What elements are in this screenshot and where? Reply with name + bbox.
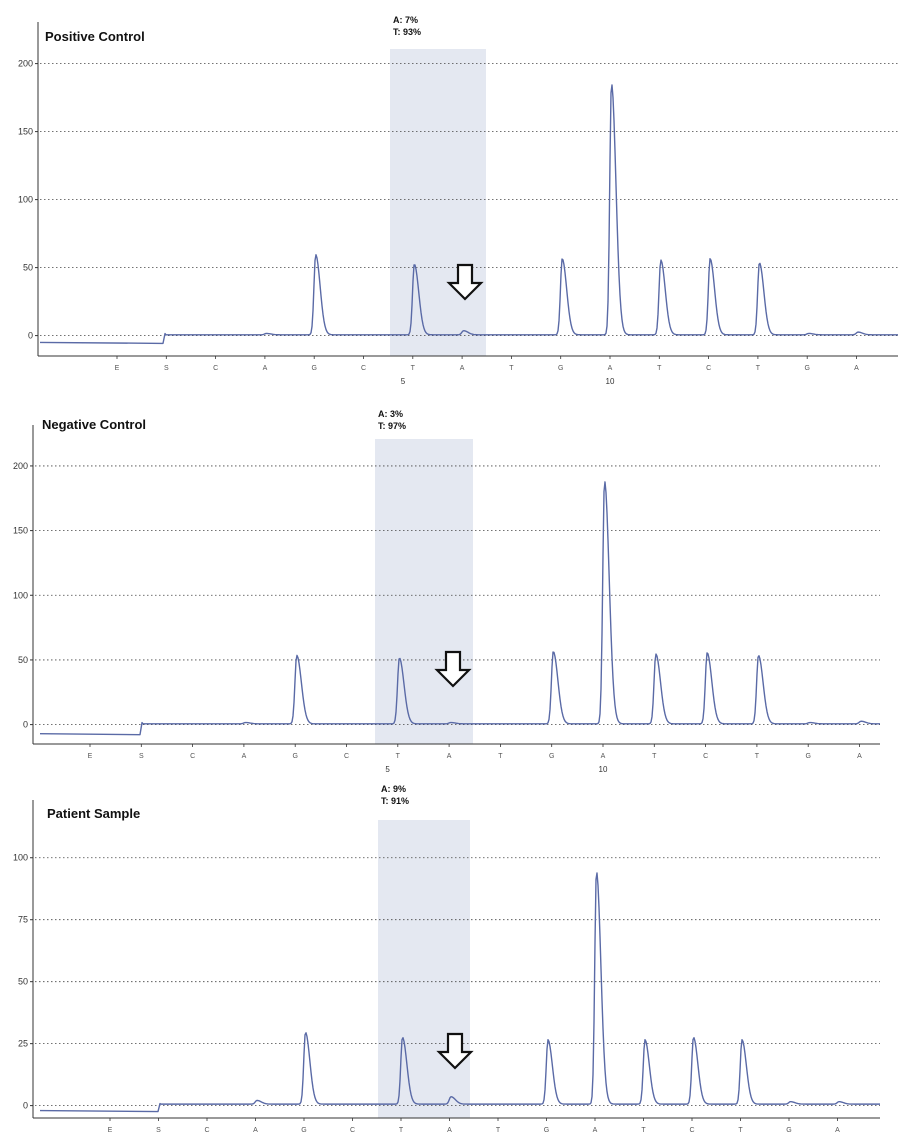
allele-percentage-label: A: 7% [393, 15, 418, 25]
dispensation-label: G [805, 753, 810, 760]
panel-title: Negative Control [42, 417, 146, 432]
dispensation-label: C [204, 1127, 209, 1134]
dispensation-label: A [263, 365, 268, 372]
dispensation-label: A [447, 753, 452, 760]
dispensation-label: T [496, 1127, 501, 1134]
dispensation-label: A [857, 753, 862, 760]
dispensation-label: C [350, 1127, 355, 1134]
position-label: 10 [606, 377, 615, 386]
dispensation-label: C [361, 365, 366, 372]
position-label: 10 [599, 765, 608, 774]
allele-percentage-label: T: 97% [378, 421, 406, 431]
y-tick-label: 50 [18, 655, 28, 665]
dispensation-label: T [738, 1127, 743, 1134]
dispensation-label: G [804, 365, 809, 372]
dispensation-label: S [156, 1127, 161, 1134]
highlight-region [375, 439, 473, 744]
dispensation-label: G [292, 753, 297, 760]
arrow-down-icon [434, 650, 472, 688]
y-tick-label: 0 [28, 331, 33, 341]
dispensation-label: T [411, 365, 416, 372]
dispensation-label: E [88, 753, 93, 760]
dispensation-label: E [115, 365, 120, 372]
y-tick-label: 0 [23, 720, 28, 730]
pyrogram-trace [39, 481, 880, 736]
y-tick-label: 100 [13, 853, 28, 863]
dispensation-label: G [786, 1127, 791, 1134]
y-tick-label: 0 [23, 1101, 28, 1111]
dispensation-label: G [311, 365, 316, 372]
dispensation-label: C [706, 365, 711, 372]
arrow-down-icon [446, 263, 484, 301]
y-tick-label: 150 [18, 127, 33, 137]
dispensation-label: T [396, 753, 401, 760]
dispensation-label: T [657, 365, 662, 372]
dispensation-label: C [344, 753, 349, 760]
dispensation-label: T [509, 365, 514, 372]
dispensation-label: A [854, 365, 859, 372]
dispensation-label: A [593, 1127, 598, 1134]
y-tick-label: 25 [18, 1039, 28, 1049]
y-tick-label: 150 [13, 526, 28, 536]
panel-title: Patient Sample [47, 806, 140, 821]
highlight-region [378, 820, 470, 1118]
negative-control-panel: 0 50 100 150 200 E S C A G C T A T G A T C T G A 5 10 Negative … [13, 409, 880, 774]
dispensation-label: G [301, 1127, 306, 1134]
dispensation-label: G [544, 1127, 549, 1134]
dispensation-label: A [835, 1127, 840, 1134]
y-tick-label: 200 [18, 59, 33, 69]
pyrogram-trace [39, 872, 880, 1113]
allele-percentage-label: A: 9% [381, 784, 406, 794]
patient-sample-panel: 0255075100ESCAGCTATGATCTGA510Patient Sam… [13, 784, 880, 1134]
position-label: 5 [385, 765, 390, 774]
y-tick-label: 50 [23, 263, 33, 273]
dispensation-label: T [755, 753, 760, 760]
dispensation-label: A [608, 365, 613, 372]
dispensation-label: E [108, 1127, 113, 1134]
dispensation-label: C [213, 365, 218, 372]
dispensation-label: A [601, 753, 606, 760]
dispensation-label: S [164, 365, 169, 372]
dispensation-label: C [703, 753, 708, 760]
dispensation-label: T [756, 365, 761, 372]
dispensation-label: C [689, 1127, 694, 1134]
panel-title: Positive Control [45, 29, 145, 44]
pyrogram-trace [39, 84, 898, 345]
dispensation-label: C [190, 753, 195, 760]
dispensation-label: G [558, 365, 563, 372]
arrow-down-icon [436, 1032, 474, 1070]
positive-control-panel: 0 50 100 150 200 E S C A G C T A T G A T C T G A 5 10 Positive … [18, 15, 898, 386]
dispensation-label: G [549, 753, 554, 760]
dispensation-label: A [460, 365, 465, 372]
y-tick-label: 100 [13, 590, 28, 600]
dispensation-label: T [652, 753, 657, 760]
allele-percentage-label: T: 91% [381, 796, 409, 806]
dispensation-label: A [242, 753, 247, 760]
dispensation-label: A [253, 1127, 258, 1134]
y-tick-label: 75 [18, 915, 28, 925]
highlight-region [390, 49, 486, 356]
allele-percentage-label: A: 3% [378, 409, 403, 419]
dispensation-label: T [641, 1127, 646, 1134]
y-tick-label: 50 [18, 977, 28, 987]
dispensation-label: S [139, 753, 144, 760]
y-tick-label: 200 [13, 461, 28, 471]
dispensation-label: T [399, 1127, 404, 1134]
allele-percentage-label: T: 93% [393, 27, 421, 37]
dispensation-label: T [498, 753, 503, 760]
dispensation-label: A [447, 1127, 452, 1134]
y-tick-label: 100 [18, 195, 33, 205]
position-label: 5 [401, 377, 406, 386]
